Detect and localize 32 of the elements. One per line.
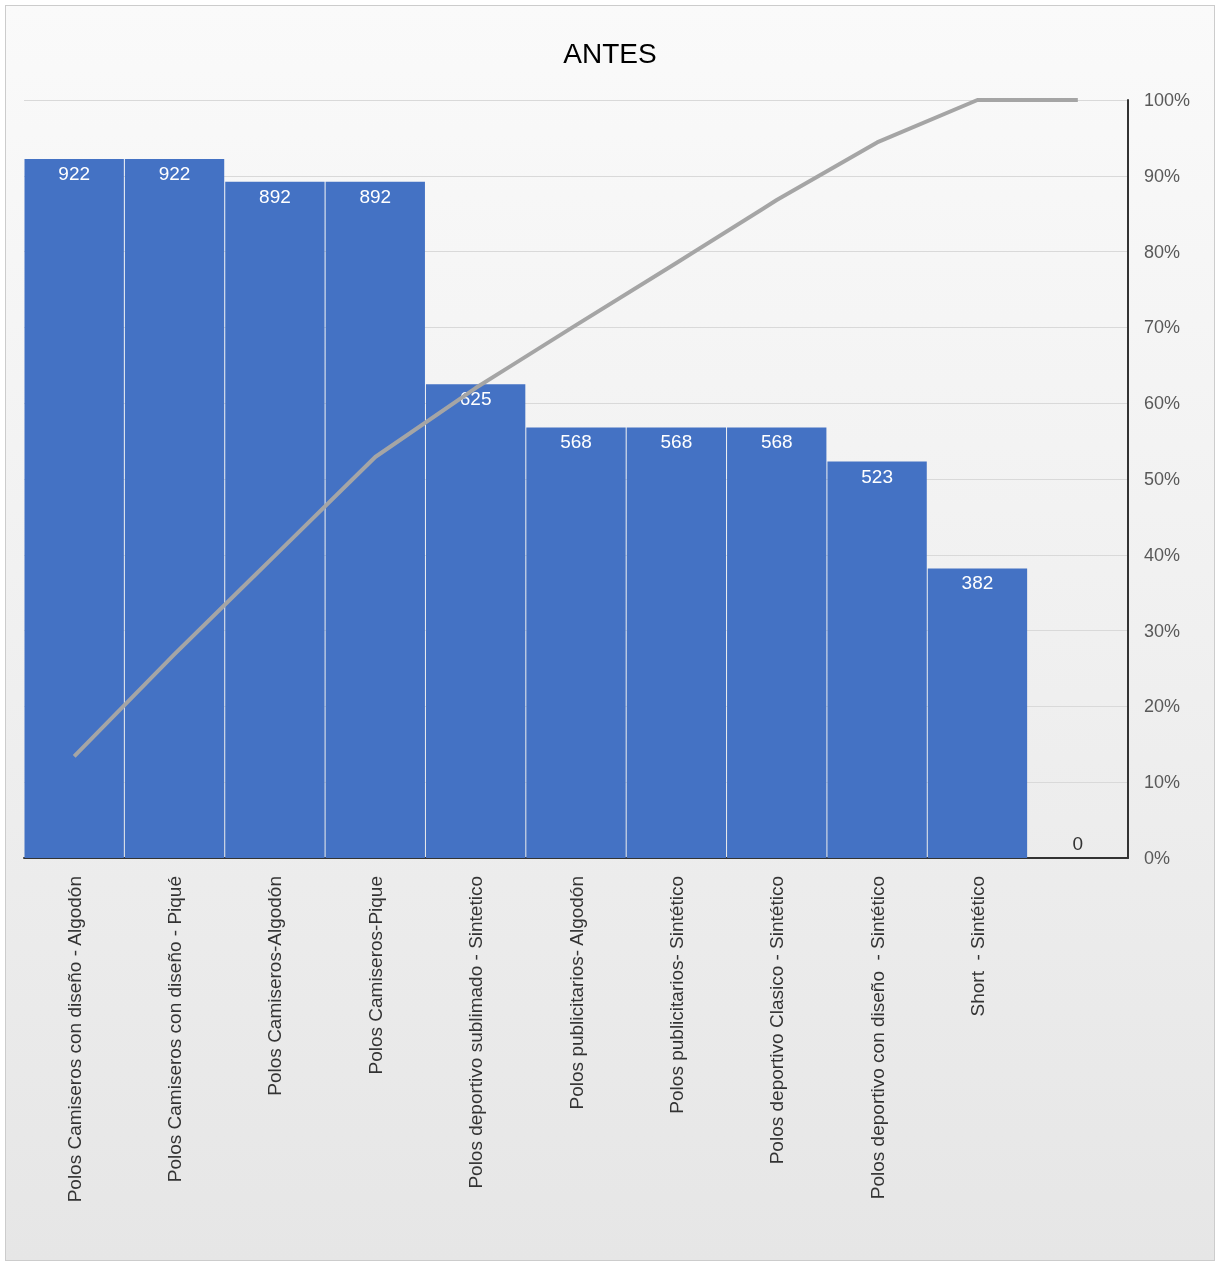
y-tick-label: 40% [1144, 544, 1181, 565]
x-tick-label: Polos deportivo Clasico - Sintético [766, 876, 788, 1165]
y-tick-label: 90% [1144, 165, 1181, 186]
x-tick-label: Polos publicitarios- Sintético [665, 876, 687, 1114]
data-label: 0 [1072, 833, 1084, 854]
y-tick-label: 70% [1144, 317, 1181, 338]
data-label: 922 [58, 163, 91, 185]
data-label: 523 [861, 465, 893, 487]
y-tick-label: 100% [1144, 90, 1191, 110]
data-label: 568 [560, 431, 592, 453]
x-tick-label: Short - Sintético [966, 876, 988, 1017]
y-tick-label: 20% [1144, 696, 1181, 717]
data-label: 922 [158, 163, 191, 185]
x-tick-label: Polos deportivo con diseño - Sintético [866, 876, 888, 1200]
data-label: 892 [359, 185, 392, 207]
x-tick-label: Polos Camiseros-Pique [364, 876, 386, 1075]
x-tick-label: Polos deportivo sublimado - Sintetico [465, 876, 487, 1189]
y-tick-label: 60% [1144, 393, 1181, 414]
y-tick-label: 80% [1144, 241, 1181, 262]
y-tick-label: 30% [1144, 620, 1181, 641]
data-label: 568 [660, 431, 693, 453]
x-tick-label: Polos publicitarios- Algodón [565, 876, 587, 1110]
y-tick-label: 10% [1144, 772, 1181, 793]
x-tick-label: Polos Camiseros con diseño - Algodón [63, 876, 85, 1203]
data-label: 568 [760, 431, 793, 453]
x-tick-label: Polos Camiseros-Algodón [264, 876, 286, 1096]
x-tick-label: Polos Camiseros con diseño - Piqué [164, 876, 186, 1183]
chart-title: ANTES [563, 37, 657, 69]
y-tick-label: 50% [1144, 469, 1181, 489]
data-label: 892 [259, 185, 291, 207]
data-label: 382 [961, 572, 994, 594]
y-tick-label: 0% [1144, 848, 1171, 868]
